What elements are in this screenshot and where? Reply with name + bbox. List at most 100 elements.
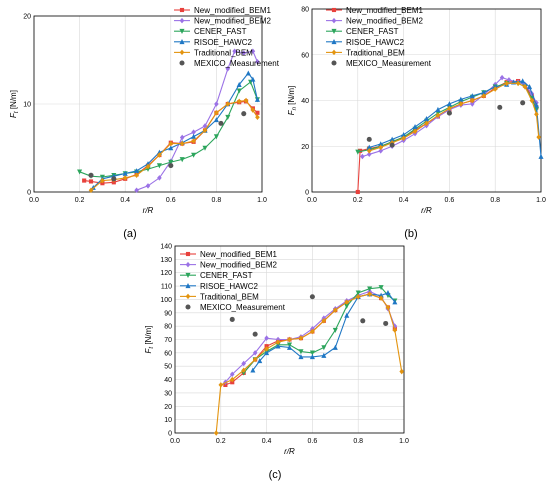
data-point-traditional-bem [213,430,219,436]
data-point-traditional-bem [225,101,231,107]
data-point-cener-fast [378,285,384,291]
data-point-traditional-bem [367,291,372,297]
data-point-traditional-bem [229,376,235,383]
data-point-mexico-measurement [241,111,247,117]
data-point-cener-fast [236,88,242,94]
plot-frame [174,245,405,434]
data-point-risoe-hawc2 [286,344,293,350]
series-line-traditional-bem [90,99,258,191]
data-point-traditional-bem [344,299,350,305]
data-point-risoe-hawc2 [250,76,256,82]
series-new-modified-bem2 [134,48,260,193]
data-point-cener-fast [225,114,231,120]
y-tick-label: 120 [160,270,172,277]
series-mexico-measurement [366,100,526,148]
x-tick-label: 0.4 [120,197,130,204]
data-point-risoe-hawc2 [392,299,398,305]
data-point-traditional-bem [515,80,521,87]
series-new-modified-bem1 [355,78,539,195]
data-point-new-modified-bem1 [358,148,363,153]
data-point-new-modified-bem2 [470,101,475,107]
x-tick-label: 0.0 [307,197,317,204]
data-point-cener-fast [355,290,361,296]
data-point-new-modified-bem2 [252,350,258,356]
data-point-risoe-hawc2 [520,78,526,84]
data-point-new-modified-bem2 [225,66,231,72]
data-point-new-modified-bem2 [232,48,237,54]
x-tick-label: 0.6 [445,197,455,204]
y-tick-label: 30 [164,390,172,397]
data-point-traditional-bem [424,120,429,127]
legend-marker-cener-fast [179,28,185,34]
series-traditional-bem [213,291,405,436]
plot-frame [311,8,542,193]
legend-label-traditional-bem: Traditional_BEM [200,292,259,301]
data-point-risoe-hawc2 [168,145,174,151]
panel-label: (c) [269,469,282,481]
legend-label-risoe-hawc2: RISOE_HAWC2 [346,38,404,47]
data-point-mexico-measurement [168,163,174,169]
legend-label-traditional-bem: Traditional_BEM [346,48,405,57]
data-point-new-modified-bem1 [355,189,360,195]
data-point-traditional-bem [88,187,94,193]
data-point-risoe-hawc2 [458,96,464,102]
legend-marker-traditional-bem [331,49,337,56]
x-axis-label: r/R [421,206,432,215]
data-point-cener-fast [332,327,338,333]
series-risoe-hawc2 [90,70,260,190]
y-tick-label: 100 [160,297,172,304]
y-tick-label: 0 [168,431,172,438]
data-point-traditional-bem [522,84,528,90]
data-point-mexico-measurement [383,320,389,327]
series-traditional-bem [88,97,260,193]
y-tick-label: 140 [160,244,172,251]
legend-label-new-modified-bem2: New_modified_BEM2 [346,17,423,26]
data-point-new-modified-bem2 [360,153,365,160]
legend-marker-risoe-hawc2 [179,39,185,45]
data-point-traditional-bem [534,111,539,117]
data-point-new-modified-bem2 [241,50,247,56]
data-point-traditional-bem [385,304,391,311]
data-point-new-modified-bem1 [82,178,87,183]
data-point-mexico-measurement [389,142,395,148]
data-point-cener-fast [298,349,304,355]
data-point-risoe-hawc2 [389,136,395,142]
data-point-traditional-bem [100,177,105,184]
data-point-new-modified-bem2 [250,48,256,54]
x-axis-label: r/R [143,206,154,215]
data-point-cener-fast [179,157,185,163]
data-point-mexico-measurement [309,294,315,300]
x-tick-label: 0.6 [308,438,318,445]
legend-label-mexico-measurement: MEXICO_Measurement [200,303,286,312]
data-point-new-modified-bem2 [241,360,246,367]
data-point-cener-fast [77,169,83,175]
y-tick-label: 40 [164,377,172,384]
legend-label-new-modified-bem1: New_modified_BEM1 [200,250,277,259]
x-tick-label: 0.6 [166,197,176,204]
legend-marker-traditional-bem [185,293,191,300]
data-point-risoe-hawc2 [378,292,384,298]
data-point-risoe-hawc2 [257,358,263,364]
data-point-traditional-bem [399,368,405,375]
data-point-traditional-bem [458,101,464,107]
data-point-traditional-bem [378,295,384,301]
data-point-risoe-hawc2 [134,168,140,174]
data-point-new-modified-bem2 [134,187,139,193]
data-point-risoe-hawc2 [309,354,315,360]
data-point-new-modified-bem2 [214,101,219,107]
legend-label-risoe-hawc2: RISOE_HAWC2 [194,38,252,47]
x-tick-label: 0.2 [216,438,226,445]
y-tick-label: 60 [301,52,309,59]
data-point-risoe-hawc2 [191,133,197,139]
data-point-risoe-hawc2 [250,367,256,373]
data-point-traditional-bem [252,356,258,363]
data-point-risoe-hawc2 [446,101,452,107]
data-point-mexico-measurement [366,136,372,142]
legend: New_modified_BEM1 New_modified_BEM2CENER_… [326,6,432,68]
data-point-new-modified-bem2 [145,183,151,189]
legend-label-mexico-measurement: MEXICO_Measurement [346,59,432,68]
y-tick-label: 40 [301,98,309,105]
data-point-new-modified-bem2 [378,148,383,154]
legend-label-new-modified-bem2: New_modified_BEM2 [200,261,277,270]
data-point-traditional-bem [481,93,487,99]
